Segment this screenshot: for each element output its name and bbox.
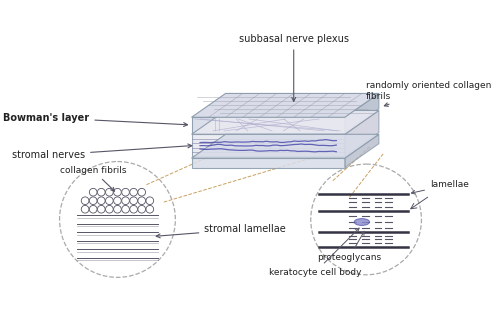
Circle shape: [98, 188, 105, 196]
Polygon shape: [192, 93, 379, 117]
Text: subbasal nerve plexus: subbasal nerve plexus: [238, 34, 348, 101]
Circle shape: [106, 188, 113, 196]
Polygon shape: [192, 134, 345, 156]
Polygon shape: [192, 117, 345, 133]
Circle shape: [138, 188, 145, 196]
Circle shape: [98, 197, 105, 204]
Circle shape: [98, 205, 105, 213]
Circle shape: [138, 197, 145, 204]
Text: collagen fibrils: collagen fibrils: [60, 166, 126, 191]
Circle shape: [90, 197, 97, 204]
Circle shape: [114, 188, 122, 196]
Circle shape: [130, 205, 138, 213]
Polygon shape: [192, 158, 345, 168]
Circle shape: [122, 197, 130, 204]
Circle shape: [114, 205, 122, 213]
Circle shape: [146, 197, 154, 204]
Circle shape: [122, 188, 130, 196]
Text: proteoglycans: proteoglycans: [317, 231, 381, 262]
Polygon shape: [192, 110, 379, 134]
Circle shape: [130, 188, 138, 196]
Text: randomly oriented collagen
fibrils: randomly oriented collagen fibrils: [366, 81, 492, 106]
Circle shape: [90, 188, 97, 196]
Circle shape: [122, 205, 130, 213]
Circle shape: [114, 197, 122, 204]
Text: Bowman's layer: Bowman's layer: [3, 113, 188, 127]
Text: lamellae: lamellae: [412, 180, 469, 194]
Circle shape: [90, 205, 97, 213]
Polygon shape: [345, 134, 379, 168]
Text: stromal nerves: stromal nerves: [12, 144, 192, 160]
Ellipse shape: [354, 218, 370, 225]
Circle shape: [138, 205, 145, 213]
Polygon shape: [345, 93, 379, 133]
Circle shape: [146, 205, 154, 213]
Circle shape: [106, 205, 113, 213]
Text: stromal lamellae: stromal lamellae: [156, 224, 286, 238]
Circle shape: [82, 197, 89, 204]
Polygon shape: [192, 134, 379, 158]
Circle shape: [130, 197, 138, 204]
Polygon shape: [345, 110, 379, 156]
Text: keratocyte cell body: keratocyte cell body: [269, 228, 362, 277]
Circle shape: [106, 197, 113, 204]
Circle shape: [82, 205, 89, 213]
